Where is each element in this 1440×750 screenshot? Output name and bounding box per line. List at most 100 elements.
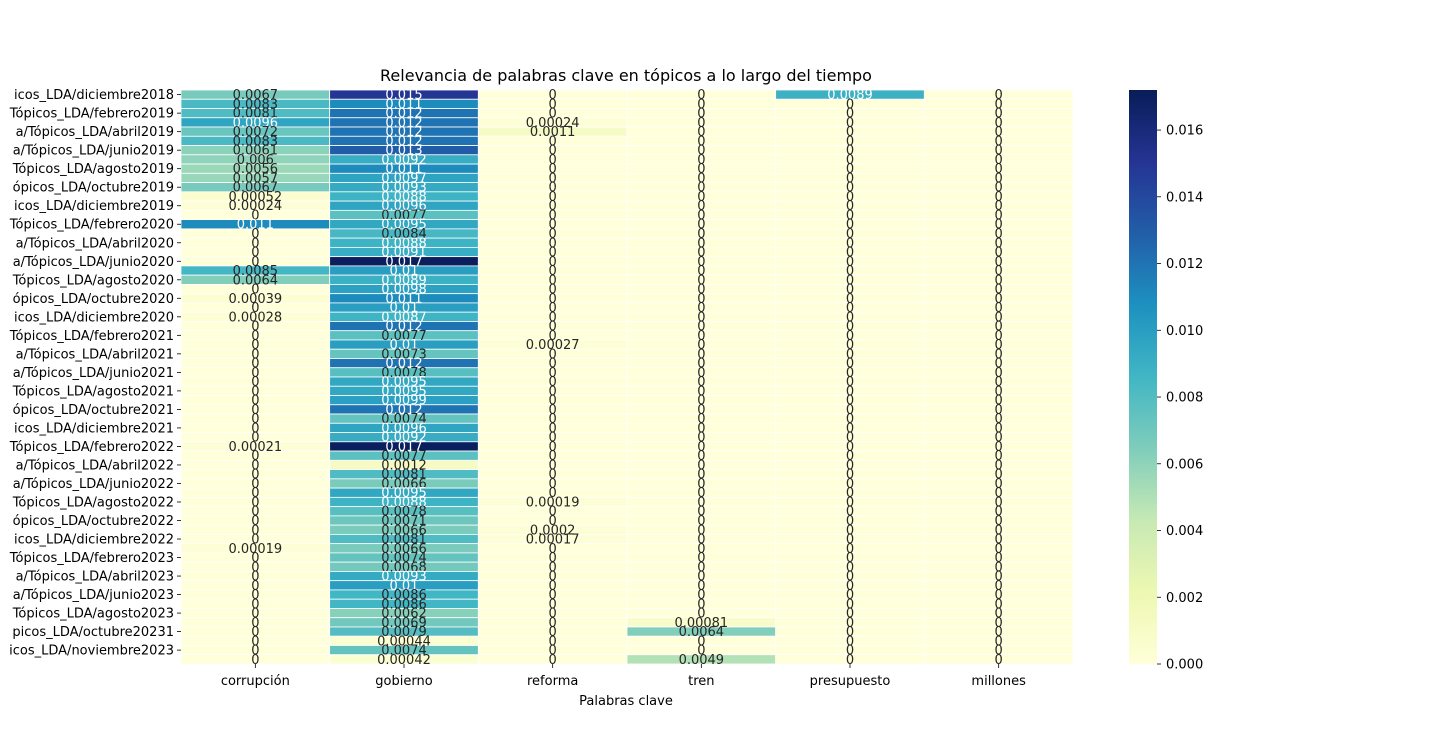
cell-value-label: 0: [251, 533, 259, 548]
cell-value-label: 0: [549, 570, 557, 585]
cell-value-label: 0: [251, 227, 259, 242]
cell-value-label: 0: [846, 449, 854, 464]
cell-value-label: 0.011: [385, 292, 422, 307]
cell-value-label: 0: [697, 412, 705, 427]
cell-value-label: 0: [697, 181, 705, 196]
cell-value-label: 0: [549, 449, 557, 464]
cell-value-label: 0: [697, 384, 705, 399]
cell-value-label: 0: [995, 403, 1003, 418]
cell-value-label: 0.017: [385, 255, 422, 270]
cell-value-label: 0: [697, 533, 705, 548]
cell-value-label: 0: [697, 607, 705, 622]
cell-value-label: 0: [995, 384, 1003, 399]
cell-value-label: 0.0073: [381, 347, 427, 362]
cell-value-label: 0: [846, 292, 854, 307]
cell-value-label: 0.0057: [233, 171, 279, 186]
y-tick-label: Tópicos_LDA/febrero2020: [9, 218, 174, 233]
cell-value-label: 0: [549, 88, 557, 103]
cell-value-label: 0: [995, 440, 1003, 455]
y-tick-label: a/Tópicos_LDA/junio2019: [13, 144, 174, 159]
cell-value-label: 0: [549, 551, 557, 566]
y-tick-label: a/Tópicos_LDA/junio2022: [13, 477, 174, 492]
y-tick-label: icos_LDA/diciembre2022: [14, 533, 174, 548]
cell-value-label: 0: [846, 208, 854, 223]
cell-value-label: 0: [846, 273, 854, 288]
cell-value-label: 0: [846, 394, 854, 409]
cell-value-label: 0: [995, 449, 1003, 464]
cell-value-label: 0: [697, 357, 705, 372]
cell-value-label: 0: [251, 477, 259, 492]
cell-value-label: 0.00042: [377, 653, 431, 668]
cell-value-label: 0: [846, 162, 854, 177]
cell-value-label: 0: [549, 134, 557, 149]
y-tick-label: a/Tópicos_LDA/abril2023: [16, 570, 174, 585]
cell-value-label: 0: [251, 505, 259, 520]
cell-value-label: 0: [549, 227, 557, 242]
cell-value-label: 0: [697, 366, 705, 381]
cell-value-label: 0.00024: [228, 199, 282, 214]
x-axis-label: Palabras clave: [579, 694, 673, 709]
cell-value-label: 0: [995, 431, 1003, 446]
cell-value-label: 0.00081: [674, 616, 728, 631]
y-axis: icos_LDA/diciembre2018 Tópicos_LDA/febrer…: [9, 88, 181, 659]
colorbar-tick-label: 0.002: [1166, 591, 1203, 606]
cell-value-label: 0: [697, 375, 705, 390]
cell-value-label: 0: [846, 560, 854, 575]
cell-value-label: 0.00019: [228, 542, 282, 557]
cell-value-label: 0.0093: [381, 181, 427, 196]
cell-value-label: 0: [697, 486, 705, 501]
cell-value-label: 0: [846, 190, 854, 205]
cell-value-label: 0: [251, 421, 259, 436]
cell-value-label: 0.0085: [233, 264, 279, 279]
cell-value-label: 0: [549, 301, 557, 316]
cell-value-label: 0: [697, 88, 705, 103]
cell-value-label: 0: [995, 171, 1003, 186]
colorbar-tick-label: 0.004: [1166, 524, 1203, 539]
cell-value-label: 0: [846, 616, 854, 631]
cell-value-label: 0: [697, 523, 705, 538]
cell-value-label: 0.012: [385, 107, 422, 122]
cell-value-label: 0: [251, 579, 259, 594]
cell-value-label: 0: [697, 468, 705, 483]
cell-value-label: 0: [995, 338, 1003, 353]
cell-value-label: 0: [697, 218, 705, 233]
y-tick-label: a/Tópicos_LDA/abril2021: [16, 347, 174, 362]
y-tick-label: Tópicos_LDA/agosto2021: [12, 384, 174, 399]
cell-value-label: 0: [995, 560, 1003, 575]
cell-value-label: 0: [697, 292, 705, 307]
cell-value-label: 0: [697, 329, 705, 344]
cell-value-label: 0: [995, 347, 1003, 362]
cell-value-label: 0: [251, 625, 259, 640]
cell-value-label: 0.0096: [381, 199, 427, 214]
cell-value-label: 0: [697, 458, 705, 473]
y-tick-label: Tópicos_LDA/agosto2020: [12, 273, 174, 288]
cell-value-label: 0.0077: [381, 208, 427, 223]
cell-value-label: 0: [697, 347, 705, 362]
cell-value-label: 0: [846, 116, 854, 131]
cell-value-label: 0: [995, 283, 1003, 298]
colorbar-tick-label: 0.016: [1166, 124, 1203, 139]
cell-value-label: 0: [251, 394, 259, 409]
cell-value-label: 0: [697, 588, 705, 603]
cell-value-label: 0.0095: [381, 384, 427, 399]
cell-value-label: 0.012: [385, 403, 422, 418]
cell-value-label: 0.0064: [233, 273, 279, 288]
cell-value-label: 0: [549, 357, 557, 372]
cell-value-label: 0: [846, 486, 854, 501]
y-tick-label: a/Tópicos_LDA/junio2021: [13, 366, 174, 381]
cell-value-label: 0.0074: [381, 644, 427, 659]
cell-value-label: 0: [995, 273, 1003, 288]
cell-value-label: 0: [846, 310, 854, 325]
cell-value-label: 0.0095: [381, 218, 427, 233]
cell-value-label: 0: [549, 588, 557, 603]
cell-value-label: 0: [995, 505, 1003, 520]
cell-value-label: 0: [697, 597, 705, 612]
cell-value-label: 0: [549, 560, 557, 575]
cell-value-label: 0: [697, 199, 705, 214]
cell-value-label: 0.011: [237, 218, 274, 233]
cell-value-label: 0: [846, 97, 854, 112]
cell-value-label: 0.00021: [228, 440, 282, 455]
cell-value-label: 0: [846, 264, 854, 279]
colorbar-tick-label: 0.012: [1166, 257, 1203, 272]
